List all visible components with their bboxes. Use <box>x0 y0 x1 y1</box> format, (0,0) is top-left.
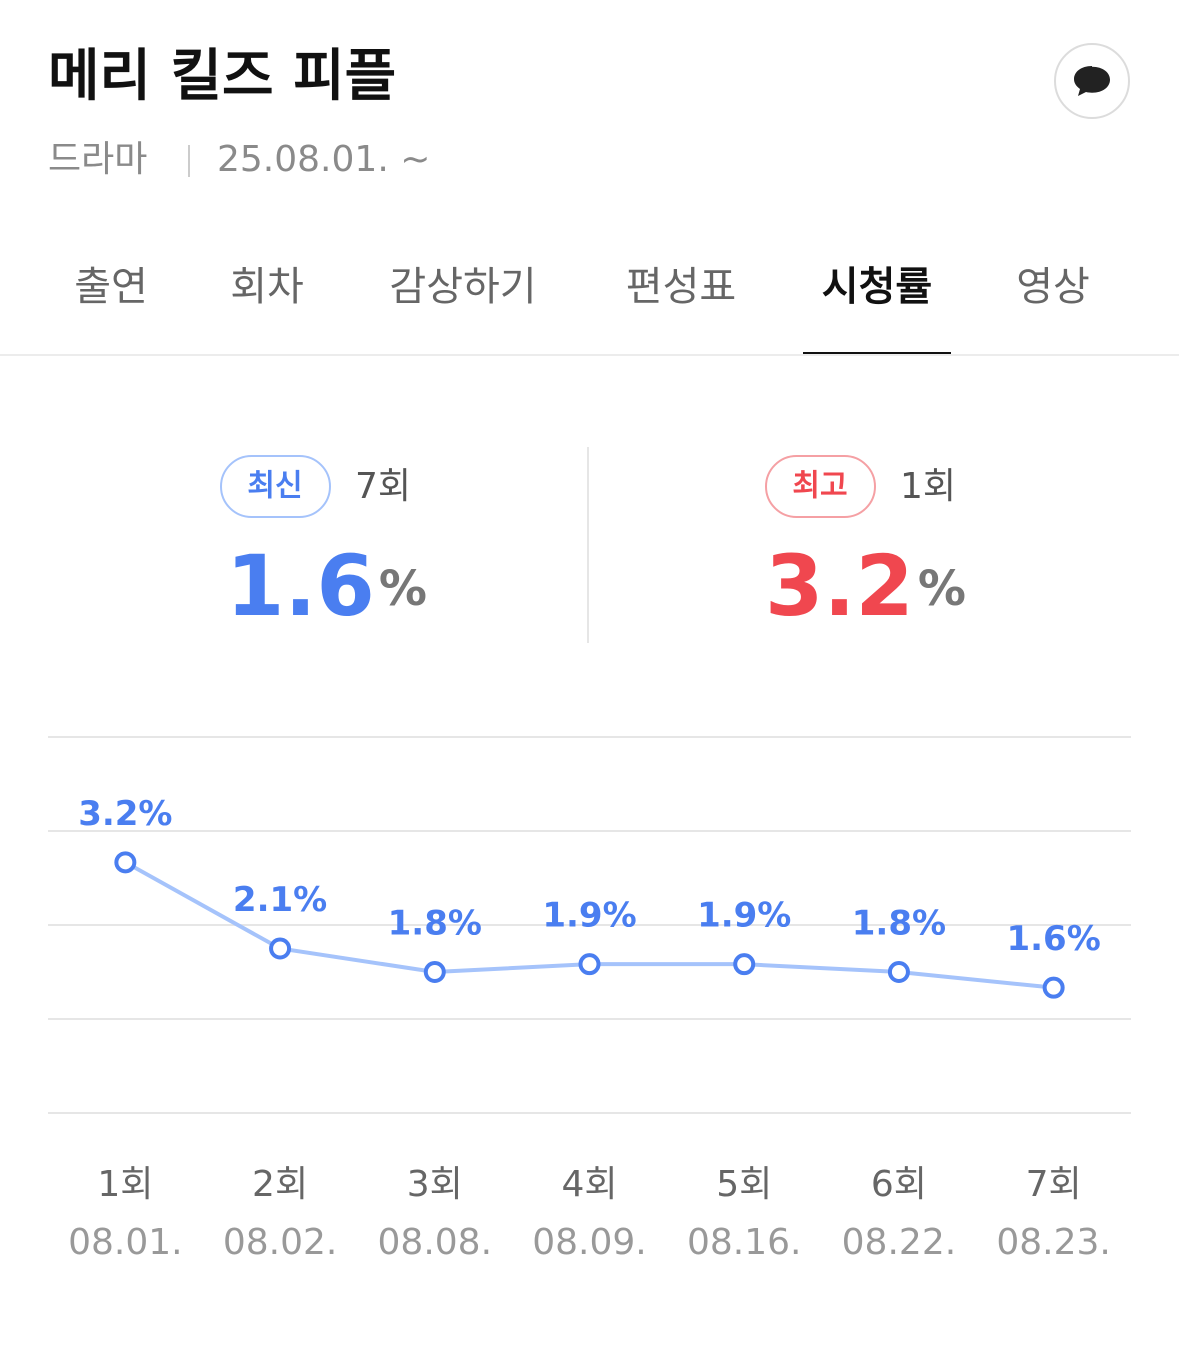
comment-button[interactable] <box>1054 43 1130 119</box>
tab[interactable]: 편성표 <box>626 264 736 310</box>
tab[interactable]: 감상하기 <box>389 264 536 310</box>
tab[interactable]: 회차 <box>230 264 304 310</box>
title: 메리 킬즈 피플 <box>48 44 396 109</box>
point <box>578 953 601 976</box>
x-date-label: 08.01. <box>68 1222 183 1263</box>
genre: 드라마 <box>48 139 147 180</box>
x-tick-label: 7회 <box>1026 1164 1082 1205</box>
point <box>733 953 756 976</box>
chart: 3.2% 1회 08.01. 2.1% 2회 08.02. 1.8% 3회 08.08. 1.9%… <box>48 736 1131 1263</box>
comment-icon[interactable] <box>1074 66 1110 96</box>
badge-box <box>765 455 876 518</box>
x-tick-label: 4회 <box>561 1164 617 1205</box>
point <box>114 851 137 874</box>
point <box>887 961 910 983</box>
tab[interactable]: 시청률 <box>822 264 932 310</box>
rating: 3.2% <box>765 537 966 635</box>
value-label: 1.9% <box>697 896 791 936</box>
point <box>1042 976 1065 999</box>
x-date-label: 08.22. <box>842 1222 957 1263</box>
air-date: 25.08.01. ~ <box>217 139 430 180</box>
tab-bar: 출연 회차 감상하기 편성표 시청률 영상 <box>74 264 1090 355</box>
point <box>269 937 292 960</box>
x-tick-label: 1회 <box>97 1164 153 1205</box>
badge: 최신 <box>247 469 302 504</box>
x-tick-label: 5회 <box>716 1164 772 1205</box>
x-date-label: 08.23. <box>996 1222 1111 1263</box>
rating-unit: % <box>379 561 427 617</box>
x-date-label: 08.16. <box>687 1222 802 1263</box>
x-tick-label: 3회 <box>407 1164 463 1205</box>
x-tick-label: 6회 <box>871 1164 927 1205</box>
latest-summary: 최신 7회 1.6% <box>220 455 427 635</box>
best-summary: 최고 1회 3.2% <box>765 455 966 635</box>
x-tick-label: 2회 <box>252 1164 308 1205</box>
episode: 1회 <box>900 466 956 507</box>
rating-value: 3.2 <box>765 537 914 635</box>
point <box>423 961 446 983</box>
badge-box <box>220 455 331 518</box>
x-date-label: 08.02. <box>223 1222 338 1263</box>
value-label: 2.1% <box>233 880 327 920</box>
tab[interactable]: 출연 <box>74 264 148 310</box>
tab-indicator <box>803 352 951 355</box>
x-date-label: 08.08. <box>378 1222 493 1263</box>
value-label: 1.8% <box>852 904 946 944</box>
value-label: 1.8% <box>388 904 482 944</box>
value-label: 3.2% <box>78 794 172 834</box>
rating-value: 1.6 <box>226 537 375 635</box>
rating: 1.6% <box>226 537 427 635</box>
episode: 7회 <box>355 466 411 507</box>
tab[interactable]: 영상 <box>1016 264 1090 310</box>
value-label: 1.6% <box>1006 919 1100 959</box>
value-label: 1.9% <box>542 896 636 936</box>
x-date-label: 08.09. <box>532 1222 647 1263</box>
badge: 최고 <box>792 469 847 504</box>
rating-unit: % <box>918 561 966 617</box>
